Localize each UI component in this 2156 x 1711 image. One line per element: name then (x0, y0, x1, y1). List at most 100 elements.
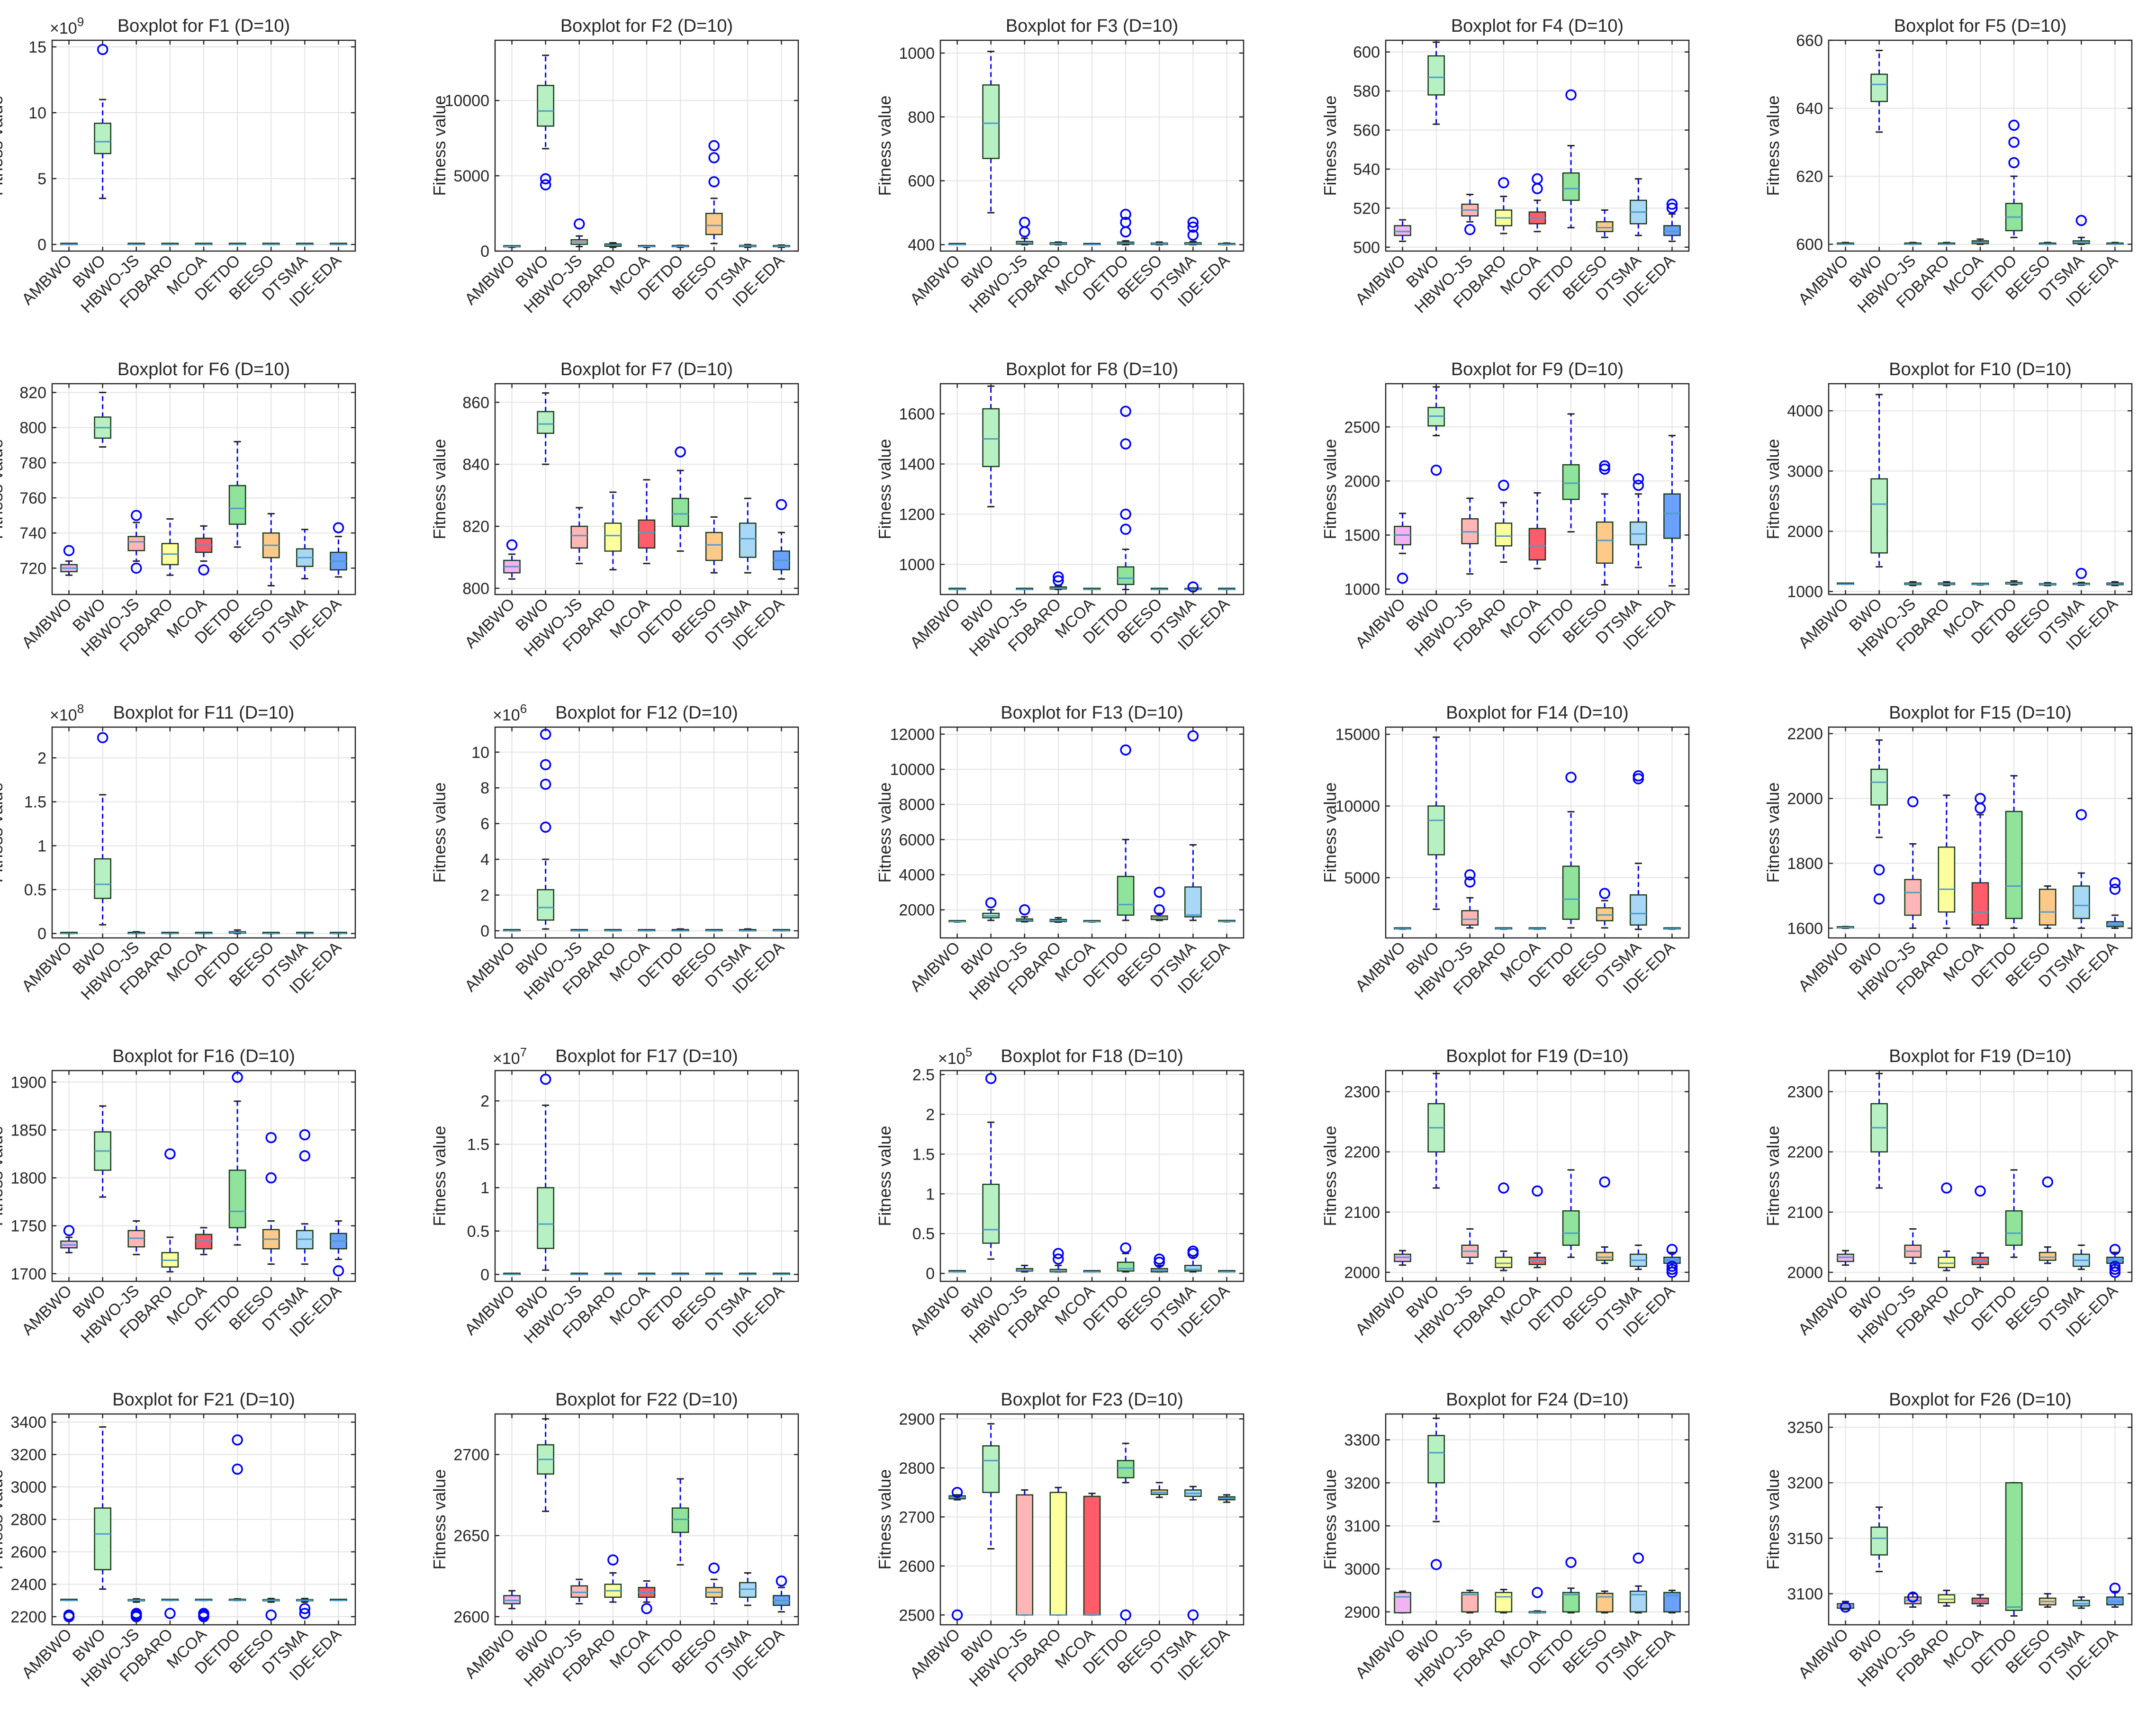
y-tick-label: 10 (28, 104, 46, 122)
subplot-22: 260026502700AMBWOBWOHBWO-JSFDBAROMCOADET… (430, 1390, 799, 1691)
subplot-19: 2000210022002300AMBWOBWOHBWO-JSFDBAROMCO… (1320, 1046, 1690, 1347)
y-axis-label: Fitness value (1763, 1126, 1783, 1226)
outlier-point (1633, 473, 1644, 485)
subplot-title: Boxplot for F21 (D=10) (112, 1390, 295, 1410)
y-tick-label: 3000 (1344, 1560, 1380, 1578)
y-tick-label: 3400 (10, 1414, 46, 1432)
outlier-point (1633, 770, 1644, 782)
box-hbwo-js (1016, 1494, 1034, 1616)
y-tick-label: 2600 (10, 1543, 46, 1561)
y-tick-label: 10000 (444, 92, 489, 110)
subplot-4: 500520540560580600AMBWOBWOHBWO-JSFDBAROM… (1320, 16, 1690, 317)
box-dtsma (1184, 886, 1202, 918)
outlier-point (1565, 1557, 1577, 1568)
outlier-point (2109, 877, 2121, 889)
x-tick-label: AMBWO (907, 1625, 964, 1682)
box-dtsma (739, 522, 757, 558)
box-hbwo-js (1461, 1592, 1479, 1613)
y-tick-label: 8000 (899, 796, 935, 814)
y-axis-label: Fitness value (430, 1126, 449, 1226)
y-tick-label: 1800 (1787, 855, 1823, 873)
y-tick-label: 10 (471, 744, 489, 762)
outlier-point (607, 1554, 619, 1566)
box-fdbaro (1495, 1592, 1513, 1613)
outlier-point (1397, 573, 1408, 584)
y-axis-exponent-power: 7 (520, 1045, 527, 1059)
subplot-title: Boxplot for F3 (D=10) (1006, 16, 1178, 36)
subplot-title: Boxplot for F10 (D=10) (1889, 360, 2071, 379)
y-tick-label: 2 (37, 749, 46, 767)
outlier-point (951, 1609, 963, 1621)
subplot-8: 1000120014001600AMBWOBWOHBWO-JSFDBAROMCO… (875, 360, 1245, 660)
y-tick-label: 2 (480, 1092, 489, 1110)
outlier-point (1430, 464, 1442, 476)
x-tick-label: AMBWO (461, 1282, 518, 1339)
subplot-12: 0246810AMBWOBWOHBWO-JSFDBAROMCOADETDOBEE… (430, 702, 799, 1004)
y-tick-label: 2800 (10, 1511, 46, 1529)
y-tick-label: 1200 (899, 505, 935, 523)
y-tick-label: 2200 (1787, 725, 1823, 743)
x-tick-label: AMBWO (461, 252, 518, 308)
box-ide-eda (2106, 921, 2124, 928)
y-axis-label: Fitness value (1763, 782, 1783, 883)
y-tick-label: 3000 (10, 1478, 46, 1496)
y-tick-label: 2300 (1787, 1083, 1823, 1101)
y-axis-label: Fitness value (1763, 95, 1783, 196)
subplot-title: Boxplot for F15 (D=10) (1889, 703, 2071, 723)
outlier-point (1430, 1559, 1442, 1570)
y-tick-label: 10000 (1335, 797, 1380, 815)
y-tick-label: 1 (480, 1179, 489, 1197)
box-bwo (1870, 73, 1888, 102)
y-tick-label: 2000 (1787, 523, 1823, 541)
box-beeso (1596, 1252, 1614, 1261)
outlier-point (1666, 198, 1678, 210)
outlier-point (776, 1575, 787, 1587)
y-tick-label: 1900 (10, 1073, 46, 1091)
subplot-2: 0500010000AMBWOBWOHBWO-JSFDBAROMCOADETDO… (430, 16, 799, 317)
y-tick-label: 500 (1353, 239, 1380, 257)
outlier-point (1120, 1242, 1131, 1254)
outlier-point (540, 778, 551, 790)
outlier-point (2008, 119, 2020, 131)
outlier-point (2109, 883, 2121, 895)
outlier-point (1666, 1261, 1678, 1272)
y-tick-label: 2000 (1344, 472, 1380, 490)
y-axis-label: Fitness value (0, 439, 6, 539)
outlier-point (2109, 1263, 2121, 1275)
x-tick-label: AMBWO (1352, 938, 1409, 995)
outlier-point (574, 218, 585, 230)
outlier-point (675, 446, 686, 458)
y-tick-label: 560 (1353, 122, 1380, 140)
subplot-title: Boxplot for F17 (D=10) (555, 1046, 738, 1066)
y-tick-label: 600 (1353, 44, 1380, 62)
y-tick-label: 12000 (890, 726, 935, 744)
outlier-point (1019, 904, 1030, 916)
outlier-point (1019, 216, 1030, 228)
y-axis-label: Fitness value (875, 439, 894, 539)
box-bwo (537, 1187, 554, 1249)
outlier-point (1187, 1609, 1199, 1621)
y-tick-label: 2500 (899, 1606, 935, 1624)
y-tick-label: 2000 (1787, 1264, 1823, 1282)
x-tick-label: AMBWO (18, 938, 75, 995)
y-axis-exponent-power: 5 (965, 1045, 972, 1059)
subplot-9: 1000150020002500AMBWOBWOHBWO-JSFDBAROMCO… (1320, 360, 1690, 660)
outlier-point (708, 1562, 720, 1574)
y-tick-label: 2700 (453, 1446, 489, 1464)
outlier-point (198, 1608, 209, 1619)
outlier-point (540, 821, 551, 833)
outlier-point (1532, 1185, 1543, 1197)
y-tick-label: 0 (37, 236, 46, 254)
outlier-point (1975, 792, 1986, 804)
y-tick-label: 1800 (10, 1170, 46, 1188)
y-tick-label: 2600 (453, 1608, 489, 1626)
box-bwo (94, 122, 111, 154)
subplot-title: Boxplot for F23 (D=10) (1001, 1390, 1183, 1410)
y-tick-label: 2900 (1344, 1603, 1380, 1621)
outlier-point (2109, 1267, 2121, 1278)
y-tick-label: 3200 (1787, 1474, 1823, 1492)
y-tick-label: 4000 (899, 866, 935, 884)
subplot-6: 720740760780800820AMBWOBWOHBWO-JSFDBAROM… (0, 360, 356, 660)
box-detdo (1562, 865, 1580, 920)
y-tick-label: 3150 (1787, 1530, 1823, 1548)
